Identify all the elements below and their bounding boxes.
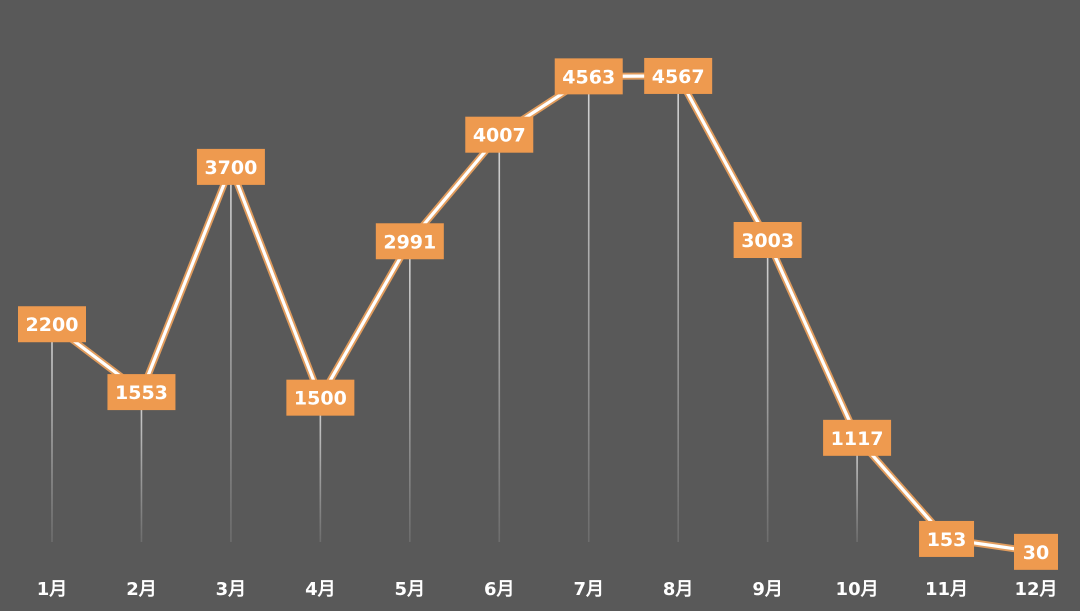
data-point: 153 [919,520,975,557]
x-tick-label: 11月 [925,579,968,600]
data-label: 2991 [383,231,436,253]
x-tick-label: 7月 [573,579,604,600]
data-label: 4007 [473,125,526,147]
data-point: 3003 [733,222,802,259]
x-tick-label: 5月 [395,579,426,600]
data-label: 4567 [652,66,705,88]
data-labels: 2200 1553 3700 1500 2991 4007 4563 4567 3003 1117… [18,57,1058,570]
data-label: 3003 [741,230,794,252]
data-label-box [644,57,713,94]
series-line [50,74,1038,554]
drop-lines [51,75,1037,552]
data-point: 4563 [554,58,623,95]
data-point: 4567 [644,57,713,94]
data-label-box [286,379,355,416]
data-label-box [375,223,444,260]
data-point: 2991 [375,223,444,260]
x-tick-label: 8月 [663,579,694,600]
x-tick-label: 6月 [484,579,515,600]
data-label: 2200 [26,314,79,336]
data-label: 1117 [831,428,884,450]
x-tick-label: 2月 [126,579,157,600]
x-tick-label: 1月 [37,579,68,600]
x-tick-label: 9月 [752,579,783,600]
data-label-box [196,148,265,185]
x-tick-label: 10月 [836,579,879,600]
data-label: 1553 [115,382,168,404]
data-point: 4007 [465,116,534,153]
data-label-box [18,306,86,343]
data-label: 4563 [562,66,615,88]
series-line-group [48,72,1040,556]
data-label: 1500 [294,388,347,410]
data-label: 153 [927,529,967,551]
data-label-box [465,116,534,153]
data-label-box [107,374,176,411]
data-point: 1500 [286,379,355,416]
data-point: 1553 [107,374,176,411]
x-tick-label: 3月 [216,579,247,600]
data-point: 1117 [823,419,892,456]
series-line-glow [48,72,1040,556]
data-label-box [823,419,892,456]
x-axis-ticks: 1月 2月 3月 4月 5月 6月 7月 8月 9月 10月 11月 12月 [37,579,1058,600]
data-label-box [733,222,802,259]
data-point: 2200 [18,306,86,343]
data-label-box [554,58,623,95]
x-tick-label: 4月 [305,579,336,600]
data-label-box [1014,533,1058,570]
data-label: 30 [1023,542,1049,564]
data-point: 30 [1014,533,1058,570]
data-label-box [919,520,975,557]
data-point: 3700 [196,148,265,185]
x-tick-label: 12月 [1014,579,1057,600]
data-label: 3700 [204,157,257,179]
